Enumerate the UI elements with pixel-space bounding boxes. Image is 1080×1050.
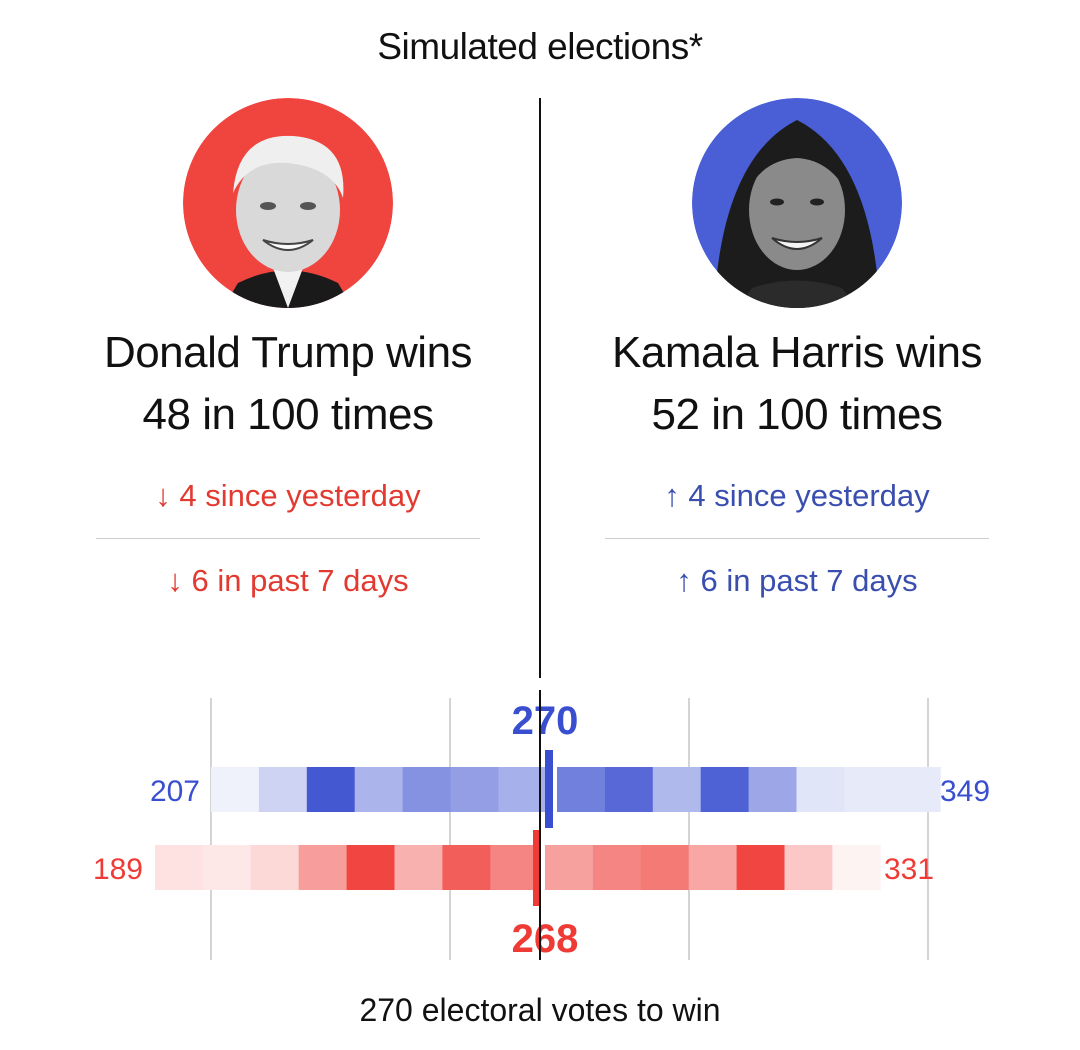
heat-cell-harris-1: [258, 767, 308, 812]
heat-cell-trump-5: [394, 845, 443, 890]
trump-avatar: [183, 98, 393, 308]
trump-change-week: ↓ 6 in past 7 days: [167, 563, 409, 598]
heat-cell-harris-4: [402, 767, 451, 812]
heat-cell-harris-11: [748, 767, 797, 812]
heat-cell-trump-9: [592, 845, 642, 890]
heat-cell-harris-10: [700, 767, 750, 812]
trump-result: Donald Trump wins 48 in 100 times: [88, 322, 488, 446]
chart-footer: 270 electoral votes to win: [359, 992, 721, 1028]
heat-cell-trump-14: [832, 845, 881, 890]
heat-cell-trump-7: [490, 845, 539, 890]
heat-cell-harris-0: [211, 767, 260, 812]
heat-cell-trump-13: [784, 845, 833, 890]
max-label-harris: 349: [940, 775, 990, 808]
max-label-trump: 331: [884, 853, 934, 886]
electoral-vote-chart: 207 349 270 189 331 268: [0, 690, 1080, 970]
median-label-harris: 270: [512, 699, 579, 743]
harris-result: Kamala Harris wins 52 in 100 times: [597, 322, 997, 446]
electoral-vote-chart-svg: 207 349 270 189 331 268: [93, 690, 990, 961]
heat-cell-harris-12: [796, 767, 845, 812]
min-label-trump: 189: [93, 853, 143, 886]
min-label-harris: 207: [150, 775, 200, 808]
heat-cell-trump-10: [640, 845, 690, 890]
heat-cell-trump-11: [688, 845, 738, 890]
heat-cell-trump-6: [442, 845, 491, 890]
heat-cell-trump-0: [155, 845, 204, 890]
median-label-trump: 268: [512, 917, 579, 961]
median-marker-trump: [533, 830, 541, 906]
harris-avatar: [692, 98, 902, 308]
heat-cell-harris-6: [498, 767, 547, 812]
trump-odds-line: 48 in 100 times: [142, 390, 434, 439]
heat-cell-harris-14: [892, 767, 941, 812]
harris-change-week: ↑ 6 in past 7 days: [676, 563, 918, 598]
trump-change-day: ↓ 4 since yesterday: [155, 478, 421, 513]
heat-cell-trump-8: [545, 845, 594, 890]
chart-title: Simulated elections*: [377, 26, 703, 67]
harris-panel: Kamala Harris wins 52 in 100 times ↑ 4 s…: [597, 98, 997, 601]
heat-cell-harris-2: [306, 767, 356, 812]
heat-cell-harris-3: [354, 767, 404, 812]
heat-cell-trump-2: [250, 845, 300, 890]
heat-cell-trump-12: [736, 845, 785, 890]
heat-cell-harris-7: [557, 767, 606, 812]
heat-cell-harris-13: [844, 767, 893, 812]
heat-cell-harris-9: [652, 767, 702, 812]
trump-panel: Donald Trump wins 48 in 100 times ↓ 4 si…: [88, 98, 488, 601]
center-divider: [539, 98, 541, 678]
trump-portrait-icon: [183, 98, 393, 308]
harris-odds-line: 52 in 100 times: [651, 390, 943, 439]
trump-separator: [96, 538, 480, 539]
heat-cell-harris-5: [450, 767, 499, 812]
heat-cell-trump-4: [346, 845, 395, 890]
harris-portrait-icon: [692, 98, 902, 308]
harris-change-day: ↑ 4 since yesterday: [664, 478, 930, 513]
trump-wins-line: Donald Trump wins: [103, 328, 473, 377]
heat-cell-harris-8: [604, 767, 654, 812]
harris-separator: [605, 538, 989, 539]
heat-cell-trump-3: [298, 845, 348, 890]
heat-cell-trump-1: [202, 845, 252, 890]
median-marker-harris: [545, 750, 553, 828]
harris-wins-line: Kamala Harris wins: [612, 328, 982, 377]
